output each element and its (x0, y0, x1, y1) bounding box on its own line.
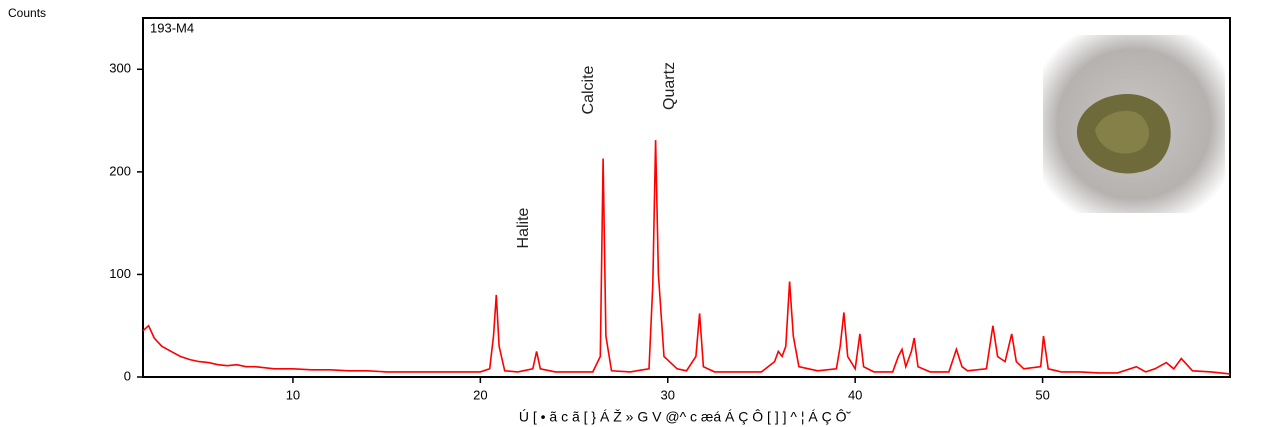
annotation: Calcite (580, 65, 597, 114)
y-tick-label: 100 (109, 266, 131, 281)
x-tick-label: 50 (1035, 387, 1049, 402)
x-tick-label: 10 (286, 387, 300, 402)
x-axis-label: Ú [ • ã c ã [ } Á Ž » G V @^ c æá Á Ç Ô … (519, 409, 852, 425)
sample-label: 193-M4 (150, 20, 194, 35)
y-axis-label: Counts (8, 6, 46, 20)
photo-inset (1043, 35, 1225, 213)
data-line (142, 140, 1231, 375)
x-tick-label: 30 (661, 387, 675, 402)
annotation: Quartz (661, 62, 678, 110)
x-tick-label: 40 (848, 387, 862, 402)
y-tick-label: 300 (109, 61, 131, 76)
annotation: Halite (515, 207, 532, 248)
y-tick-label: 0 (124, 368, 131, 383)
x-tick-label: 20 (473, 387, 487, 402)
plot-frame (142, 17, 1231, 378)
y-tick-label: 200 (109, 163, 131, 178)
